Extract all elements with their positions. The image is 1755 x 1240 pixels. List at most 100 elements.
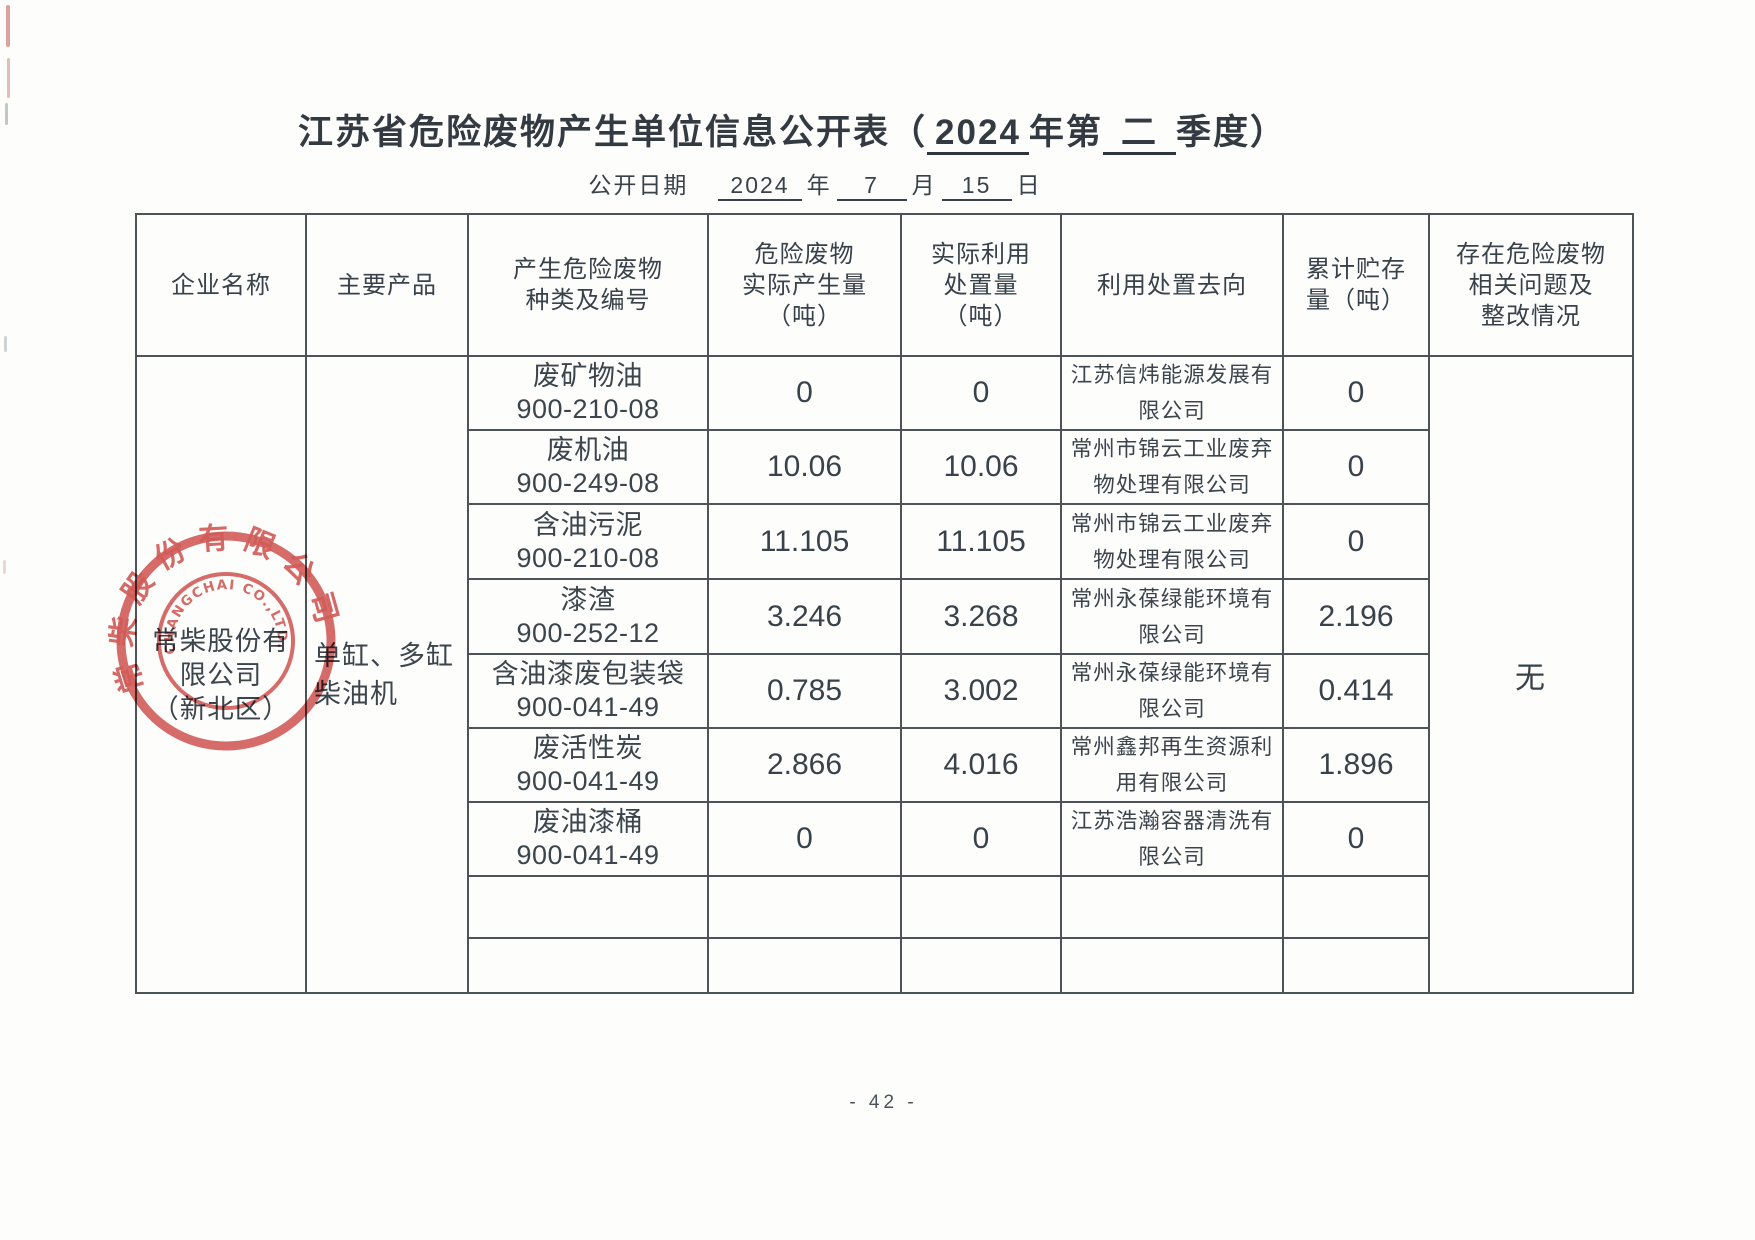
disposed-cell: 0 bbox=[900, 801, 1062, 877]
produced-cell: 3.246 bbox=[707, 578, 902, 655]
title-suffix: 季度） bbox=[1175, 113, 1287, 152]
waste-code: 900-210-08 bbox=[516, 542, 660, 573]
header-waste-type: 产生危险废物 种类及编号 bbox=[467, 213, 709, 357]
title-infix: 年第 bbox=[1028, 113, 1103, 152]
produced-cell: 11.105 bbox=[707, 503, 902, 580]
company-name-cell: 常柴股份有 限公司 （新北区） bbox=[135, 355, 307, 994]
publish-date-year: 2024 bbox=[718, 172, 802, 201]
waste-code: 900-210-08 bbox=[516, 394, 660, 424]
table-row: 含油漆废包装袋 900-041-49 0.785 3.002 常州永葆绿能环境有 … bbox=[136, 653, 1633, 729]
table-row: 含油污泥 900-210-08 11.105 11.105 常州市锦云工业废弃 物… bbox=[136, 503, 1633, 580]
empty-table-row bbox=[136, 875, 1633, 939]
empty-cell bbox=[467, 875, 709, 939]
header-issues: 存在危险废物 相关问题及 整改情况 bbox=[1428, 213, 1634, 357]
header-disposed: 实际利用 处置量 （吨） bbox=[900, 213, 1062, 357]
waste-type-cell: 废机油 900-249-08 bbox=[467, 429, 709, 505]
header-destination: 利用处置去向 bbox=[1060, 213, 1284, 357]
empty-cell bbox=[707, 937, 902, 994]
table-row: 漆渣 900-252-12 3.246 3.268 常州永葆绿能环境有 限公司 2… bbox=[136, 578, 1633, 655]
waste-type-cell: 废矿物油 900-210-08 bbox=[467, 355, 709, 431]
waste-type-cell: 含油污泥 900-210-08 bbox=[467, 503, 709, 580]
storage-cell: 2.196 bbox=[1282, 578, 1430, 655]
waste-disclosure-table: 企业名称 主要产品 产生危险废物 种类及编号 危险废物 实际产生量 （吨） 实际… bbox=[135, 213, 1634, 994]
waste-code: 900-041-49 bbox=[516, 766, 660, 796]
disposed-cell: 0 bbox=[900, 355, 1062, 431]
publish-date-label: 公开日期 bbox=[588, 172, 689, 198]
waste-name: 废活性炭 bbox=[533, 733, 643, 763]
waste-name: 废机油 bbox=[546, 435, 630, 465]
waste-name: 废矿物油 bbox=[533, 361, 643, 391]
destination-cell: 江苏浩瀚容器清洗有 限公司 bbox=[1060, 801, 1284, 877]
waste-code: 900-252-12 bbox=[516, 617, 660, 648]
waste-name: 含油漆废包装袋 bbox=[491, 659, 685, 689]
empty-cell bbox=[1282, 937, 1430, 994]
empty-cell bbox=[1060, 937, 1284, 994]
header-storage: 累计贮存 量（吨） bbox=[1282, 213, 1430, 357]
scan-artifact bbox=[5, 103, 8, 125]
title-year: 2024 bbox=[927, 113, 1029, 155]
waste-name: 漆渣 bbox=[560, 584, 616, 615]
destination-cell: 常州鑫邦再生资源利 用有限公司 bbox=[1060, 727, 1284, 803]
waste-type-cell: 废活性炭 900-041-49 bbox=[467, 727, 709, 803]
produced-cell: 0.785 bbox=[707, 653, 902, 729]
empty-table-row bbox=[136, 937, 1633, 994]
destination-cell: 江苏信炜能源发展有 限公司 bbox=[1060, 355, 1284, 431]
empty-cell bbox=[467, 937, 709, 994]
produced-cell: 0 bbox=[707, 801, 902, 877]
publish-date-month: 7 bbox=[836, 172, 907, 201]
month-unit: 月 bbox=[911, 172, 937, 198]
publish-date-line: 公开日期 2024 年 7 月 15 日 bbox=[135, 166, 1495, 201]
table-header-row: 企业名称 主要产品 产生危险废物 种类及编号 危险废物 实际产生量 （吨） 实际… bbox=[135, 213, 1634, 357]
scan-artifact bbox=[7, 58, 10, 98]
storage-cell: 0 bbox=[1282, 801, 1430, 877]
page-number: - 42 - bbox=[849, 1092, 918, 1113]
empty-cell bbox=[1060, 875, 1284, 939]
table-row: 废机油 900-249-08 10.06 10.06 常州市锦云工业废弃 物处理有… bbox=[136, 429, 1633, 505]
destination-cell: 常州永葆绿能环境有 限公司 bbox=[1060, 653, 1284, 729]
storage-cell: 0 bbox=[1282, 355, 1430, 431]
year-unit: 年 bbox=[806, 172, 832, 198]
page-title: 江苏省危险废物产生单位信息公开表（ 2024 年第二季度） bbox=[135, 104, 1450, 155]
empty-cell bbox=[1282, 875, 1430, 939]
produced-cell: 10.06 bbox=[707, 429, 902, 505]
publish-date-day: 15 bbox=[941, 172, 1012, 201]
destination-cell: 常州市锦云工业废弃 物处理有限公司 bbox=[1060, 429, 1284, 505]
waste-code: 900-249-08 bbox=[516, 468, 660, 498]
title-prefix: 江苏省危险废物产生单位信息公开表（ bbox=[298, 113, 928, 152]
header-produced: 危险废物 实际产生量 （吨） bbox=[707, 213, 902, 357]
scan-artifact bbox=[3, 560, 6, 574]
disposed-cell: 3.002 bbox=[900, 653, 1062, 729]
table-row: 常柴股份有 限公司 （新北区） 单缸、多缸 柴油机 废矿物油 900-210-08… bbox=[135, 355, 1634, 994]
waste-type-cell: 漆渣 900-252-12 bbox=[467, 578, 709, 655]
table-row: 废活性炭 900-041-49 2.866 4.016 常州鑫邦再生资源利 用有限… bbox=[136, 727, 1633, 803]
empty-cell bbox=[900, 875, 1062, 939]
waste-name: 废油漆桶 bbox=[533, 807, 643, 837]
waste-code: 900-041-49 bbox=[516, 692, 660, 722]
empty-cell bbox=[707, 875, 902, 939]
scan-artifact bbox=[6, 5, 10, 47]
disposed-cell: 4.016 bbox=[900, 727, 1062, 803]
produced-cell: 0 bbox=[707, 355, 902, 431]
disposed-cell: 3.268 bbox=[900, 578, 1062, 655]
day-unit: 日 bbox=[1016, 172, 1042, 198]
disposed-cell: 10.06 bbox=[900, 429, 1062, 505]
scan-artifact bbox=[4, 336, 7, 352]
title-quarter: 二 bbox=[1102, 113, 1176, 155]
issues-cell: 无 bbox=[1428, 355, 1634, 994]
disposed-cell: 11.105 bbox=[900, 503, 1062, 580]
storage-cell: 1.896 bbox=[1282, 727, 1430, 803]
storage-cell: 0.414 bbox=[1282, 653, 1430, 729]
header-company: 企业名称 bbox=[135, 213, 307, 357]
destination-cell: 常州永葆绿能环境有 限公司 bbox=[1060, 578, 1284, 655]
destination-cell: 常州市锦云工业废弃 物处理有限公司 bbox=[1060, 503, 1284, 580]
header-product: 主要产品 bbox=[305, 213, 469, 357]
storage-cell: 0 bbox=[1282, 503, 1430, 580]
waste-type-cell: 含油漆废包装袋 900-041-49 bbox=[467, 653, 709, 729]
main-product-cell: 单缸、多缸 柴油机 bbox=[305, 355, 469, 994]
produced-cell: 2.866 bbox=[707, 727, 902, 803]
empty-cell bbox=[900, 937, 1062, 994]
waste-name: 含油污泥 bbox=[533, 509, 643, 540]
waste-code: 900-041-49 bbox=[516, 840, 660, 870]
waste-type-cell: 废油漆桶 900-041-49 bbox=[467, 801, 709, 877]
